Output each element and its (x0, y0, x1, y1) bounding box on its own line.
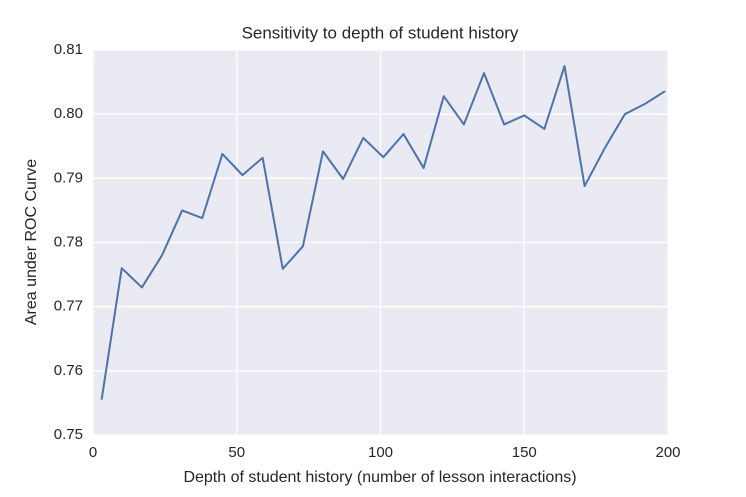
y-tick-label: 0.78 (54, 233, 83, 250)
y-tick-label: 0.76 (54, 362, 83, 379)
x-tick-label: 200 (655, 444, 680, 461)
y-tick-label: 0.81 (54, 41, 83, 58)
x-tick-label: 50 (228, 444, 245, 461)
chart-title: Sensitivity to depth of student history (242, 23, 519, 42)
x-axis-label: Depth of student history (number of less… (183, 469, 576, 486)
y-tick-label: 0.80 (54, 105, 83, 122)
y-axis-label: Area under ROC Curve (23, 159, 40, 325)
y-tick-label: 0.77 (54, 298, 83, 315)
line-series (100, 65, 666, 400)
y-tick-label: 0.79 (54, 169, 83, 186)
x-tick-label: 100 (368, 444, 393, 461)
y-tick-label: 0.75 (54, 426, 83, 443)
x-tick-label: 150 (512, 444, 537, 461)
x-tick-label: 0 (89, 444, 97, 461)
